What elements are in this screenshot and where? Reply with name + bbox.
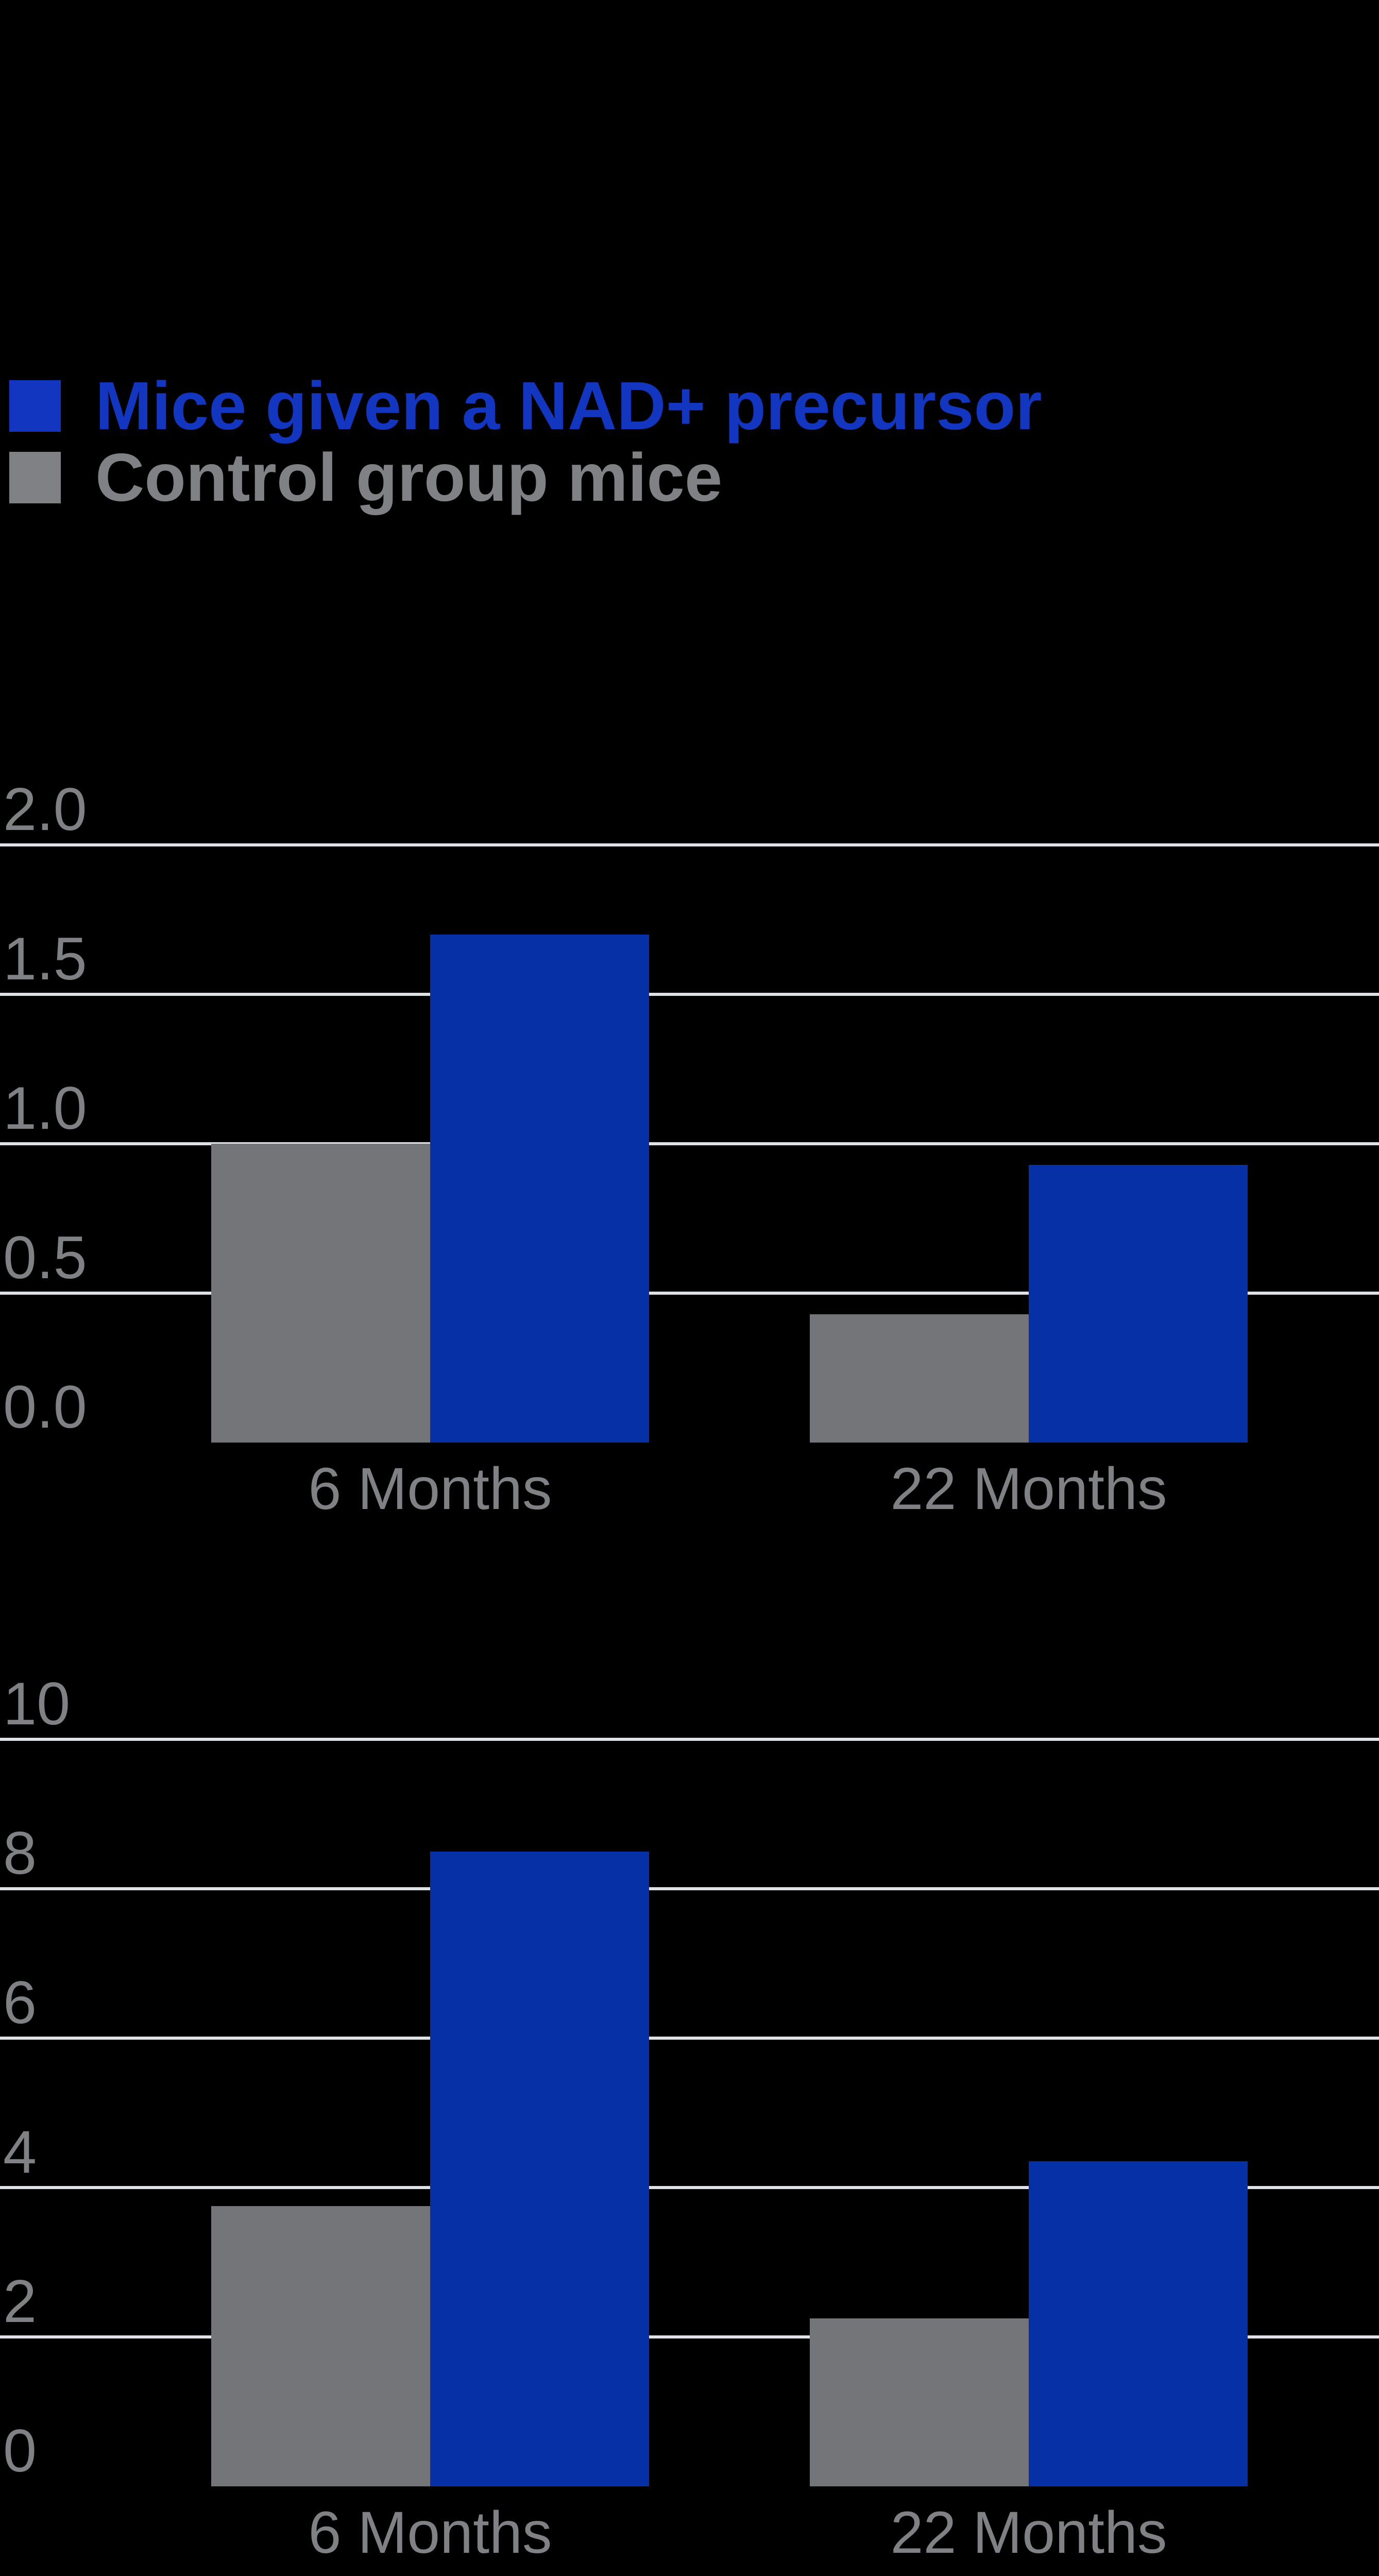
gridline-chart1-1.5 xyxy=(0,993,1379,996)
gridline-chart2-6 xyxy=(0,2037,1379,2040)
gridline-chart1-1.0 xyxy=(0,1142,1379,1145)
legend-swatch-control-icon xyxy=(9,452,61,503)
y-tick-label-chart1-0.5: 0.5 xyxy=(3,1224,87,1291)
y-tick-label-chart2-0: 0 xyxy=(3,2417,37,2484)
bar-chart2-control-6-months xyxy=(211,2206,430,2486)
y-tick-label-chart1-1.5: 1.5 xyxy=(3,925,87,992)
bar-chart1-control-6-months xyxy=(211,1144,430,1443)
legend-swatch-nad-precursor-icon xyxy=(9,380,61,432)
y-tick-label-chart2-4: 4 xyxy=(3,2118,37,2185)
x-axis-label-chart2-22-months: 22 Months xyxy=(890,2500,1167,2566)
gridline-chart1-2.0 xyxy=(0,843,1379,846)
x-axis-label-chart1-6-months: 6 Months xyxy=(308,1456,552,1522)
y-tick-label-chart1-2.0: 2.0 xyxy=(3,775,87,843)
bar-chart2-nad-precursor-6-months xyxy=(430,1851,649,2486)
gridline-chart2-2 xyxy=(0,2335,1379,2338)
y-tick-label-chart1-1.0: 1.0 xyxy=(3,1074,87,1142)
y-tick-label-chart2-8: 8 xyxy=(3,1819,37,1887)
legend-item-control: Control group mice xyxy=(9,439,1042,515)
bar-chart1-nad-precursor-22-months xyxy=(1029,1164,1248,1443)
y-tick-label-chart2-6: 6 xyxy=(3,1969,37,2036)
x-axis-label-chart1-22-months: 22 Months xyxy=(890,1456,1167,1522)
gridline-chart2-8 xyxy=(0,1887,1379,1890)
y-tick-label-chart2-10: 10 xyxy=(3,1670,71,1737)
bar-chart1-nad-precursor-6-months xyxy=(430,935,649,1443)
legend-label-control: Control group mice xyxy=(95,439,723,515)
bar-chart2-control-22-months xyxy=(810,2318,1029,2486)
bar-chart2-nad-precursor-22-months xyxy=(1029,2161,1248,2486)
bar-chart1-control-22-months xyxy=(810,1314,1029,1443)
legend-label-nad-precursor: Mice given a NAD+ precursor xyxy=(95,368,1042,444)
gridline-chart2-4 xyxy=(0,2186,1379,2189)
y-tick-label-chart2-2: 2 xyxy=(3,2267,37,2335)
y-tick-label-chart1-0.0: 0.0 xyxy=(3,1373,87,1440)
x-axis-label-chart2-6-months: 6 Months xyxy=(308,2500,552,2566)
legend: Mice given a NAD+ precursor Control grou… xyxy=(9,368,1042,523)
gridline-chart2-10 xyxy=(0,1738,1379,1741)
gridline-chart1-0.5 xyxy=(0,1292,1379,1295)
legend-item-nad-precursor: Mice given a NAD+ precursor xyxy=(9,368,1042,444)
